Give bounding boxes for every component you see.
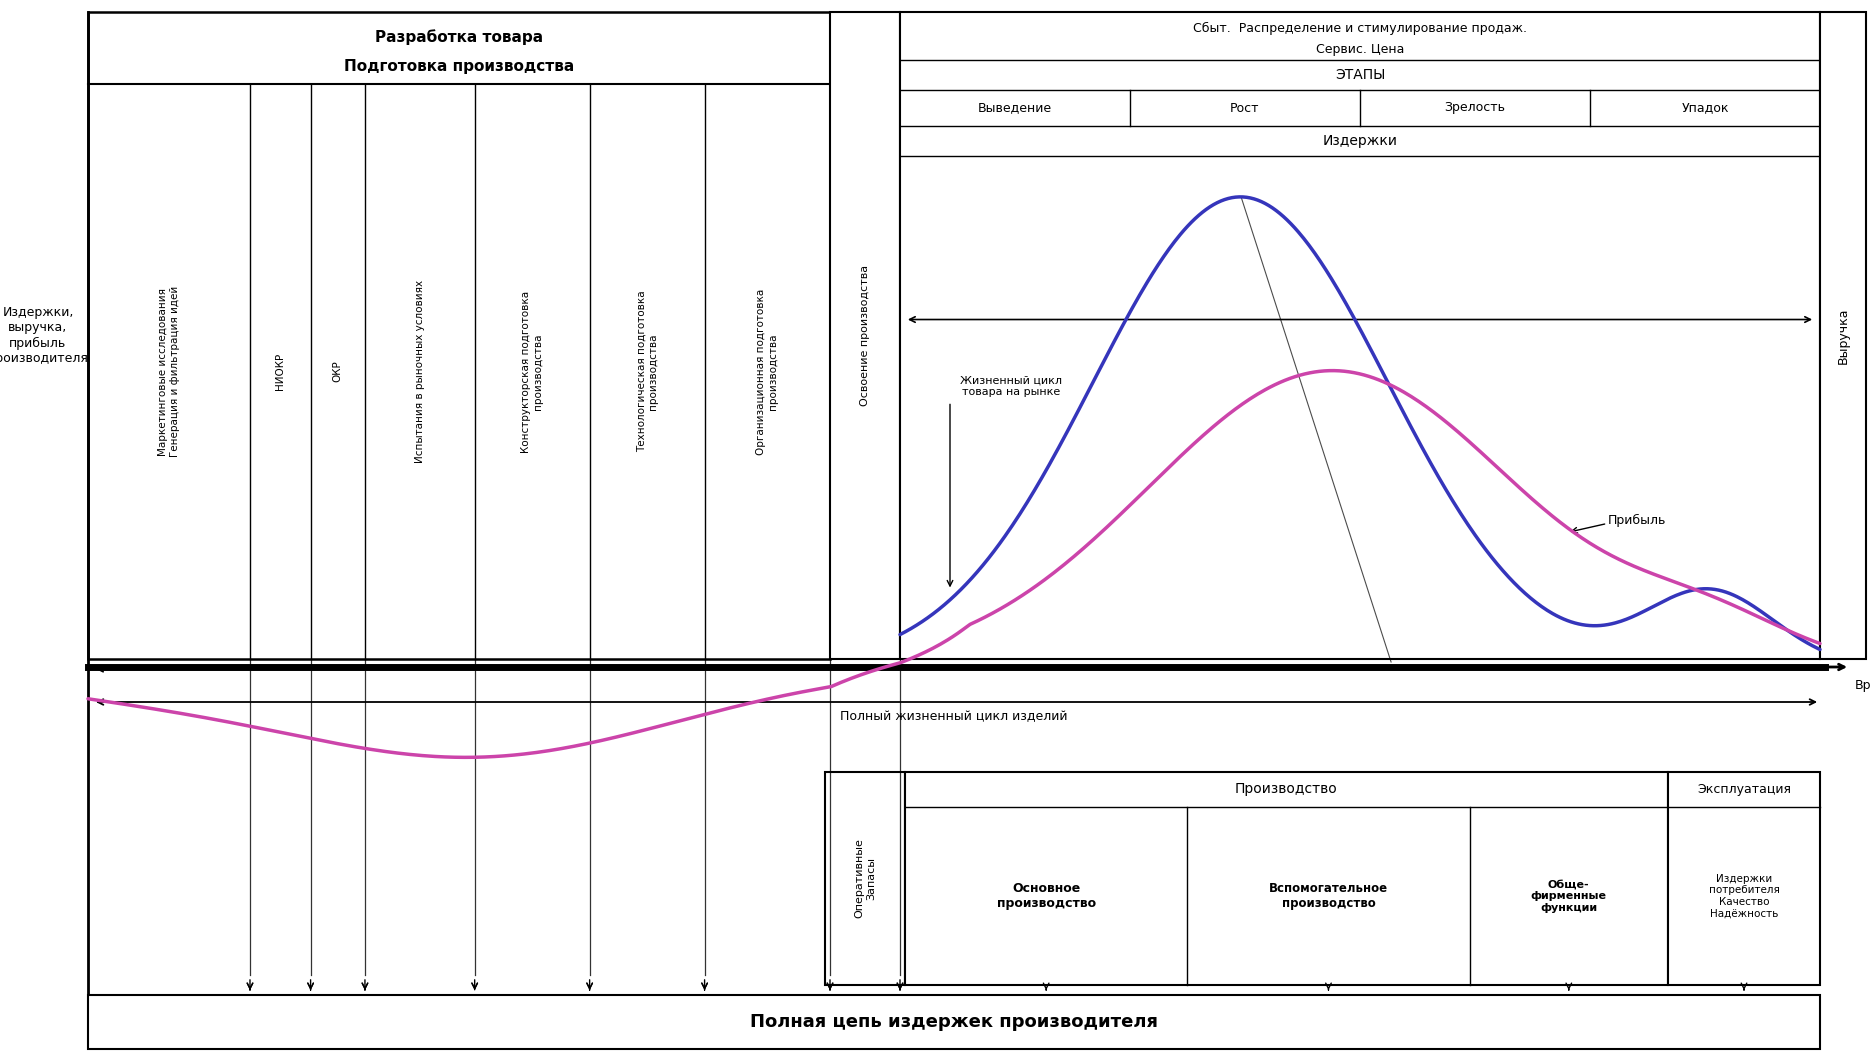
Text: Выручка: Выручка <box>1837 308 1850 364</box>
Text: Издержки,
выручка,
прибыль
производителя: Издержки, выручка, прибыль производителя <box>0 307 88 365</box>
Text: Основное
производство: Основное производство <box>997 882 1096 910</box>
Text: Жизненный цикл
товара на рынке: Жизненный цикл товара на рынке <box>960 375 1063 397</box>
Text: Производство: Производство <box>1235 782 1338 797</box>
Text: Маркетинговые исследования
Генерация и фильтрация идей: Маркетинговые исследования Генерация и ф… <box>159 285 180 457</box>
Text: Сервис. Цена: Сервис. Цена <box>1315 43 1405 56</box>
Text: НИОКР: НИОКР <box>275 353 284 390</box>
Text: Оперативные
Запасы: Оперативные Запасы <box>855 838 876 919</box>
Text: Издержки
потребителя
Качество
Надёжность: Издержки потребителя Качество Надёжность <box>1708 873 1779 919</box>
Bar <box>88 995 1820 1049</box>
Text: ЭТАПЫ: ЭТАПЫ <box>1334 68 1385 82</box>
Text: Организационная подготовка
производства: Организационная подготовка производства <box>756 289 778 455</box>
Bar <box>825 772 906 985</box>
Text: Обще-
фирменные
функции: Обще- фирменные функции <box>1530 879 1607 912</box>
Text: Эксплуатация: Эксплуатация <box>1697 783 1791 796</box>
Text: Полный жизненный цикл изделий: Полный жизненный цикл изделий <box>840 710 1068 723</box>
Text: Разработка товара: Разработка товара <box>374 30 543 45</box>
Text: ОКР: ОКР <box>333 360 342 383</box>
Text: Испытания в рыночных условиях: Испытания в рыночных условиях <box>415 280 425 463</box>
Bar <box>88 12 831 659</box>
Text: Время: Время <box>1854 679 1871 691</box>
Bar <box>831 12 900 659</box>
Text: Прибыль: Прибыль <box>1607 514 1665 527</box>
Text: Полная цепь издержек производителя: Полная цепь издержек производителя <box>750 1013 1158 1031</box>
Text: Издержки: Издержки <box>1323 134 1398 148</box>
Text: Упадок: Упадок <box>1682 101 1729 114</box>
Bar <box>906 772 1669 985</box>
Bar <box>1820 12 1865 659</box>
Text: Выведение: Выведение <box>979 101 1052 114</box>
Text: Технологическая подготовка
производства: Технологическая подготовка производства <box>636 291 659 452</box>
Text: Зрелость: Зрелость <box>1444 101 1506 114</box>
Bar <box>900 12 1820 659</box>
Bar <box>1669 772 1820 985</box>
Text: Конструкторская подготовка
производства: Конструкторская подготовка производства <box>522 291 543 452</box>
Text: Освоение производства: Освоение производства <box>861 265 870 406</box>
Text: Вспомогательное
производство: Вспомогательное производство <box>1269 882 1388 910</box>
Text: Подготовка производства: Подготовка производства <box>344 58 574 74</box>
Text: Рост: Рост <box>1231 101 1259 114</box>
Text: Сбыт.  Распределение и стимулирование продаж.: Сбыт. Распределение и стимулирование про… <box>1194 22 1527 35</box>
